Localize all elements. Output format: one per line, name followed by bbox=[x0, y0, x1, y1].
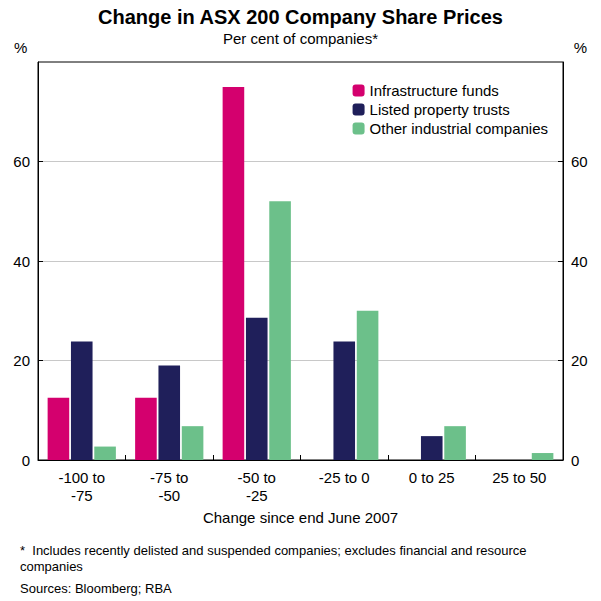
svg-text:-25: -25 bbox=[246, 487, 268, 504]
svg-text:-75: -75 bbox=[71, 487, 93, 504]
svg-text:-50: -50 bbox=[158, 487, 180, 504]
svg-text:0: 0 bbox=[571, 452, 579, 469]
svg-text:Per cent of companies*: Per cent of companies* bbox=[223, 30, 378, 47]
svg-text:25 to 50: 25 to 50 bbox=[492, 469, 546, 486]
svg-text:60: 60 bbox=[571, 153, 588, 170]
svg-text:-50 to: -50 to bbox=[238, 469, 276, 486]
svg-text:20: 20 bbox=[571, 352, 588, 369]
svg-text:40: 40 bbox=[571, 253, 588, 270]
svg-text:60: 60 bbox=[13, 153, 30, 170]
svg-text:%: % bbox=[574, 39, 587, 56]
svg-text:Other industrial companies: Other industrial companies bbox=[370, 120, 548, 137]
svg-text:Listed property trusts: Listed property trusts bbox=[370, 101, 510, 118]
svg-text:20: 20 bbox=[13, 352, 30, 369]
svg-text:* Includes recently delisted: * Includes recently delisted and suspend… bbox=[20, 543, 530, 558]
svg-text:-25 to 0: -25 to 0 bbox=[319, 469, 370, 486]
svg-text:Infrastructure funds: Infrastructure funds bbox=[370, 82, 499, 99]
svg-text:-75 to: -75 to bbox=[150, 469, 188, 486]
svg-text:%: % bbox=[14, 39, 27, 56]
svg-text:0 to 25: 0 to 25 bbox=[409, 469, 455, 486]
svg-text:0: 0 bbox=[22, 452, 30, 469]
svg-text:Sources: Bloomberg; RBA: Sources: Bloomberg; RBA bbox=[20, 581, 172, 596]
svg-text:-100 to: -100 to bbox=[58, 469, 105, 486]
svg-text:companies: companies bbox=[20, 559, 83, 574]
svg-text:40: 40 bbox=[13, 253, 30, 270]
svg-text:Change in ASX 200 Company Shar: Change in ASX 200 Company Share Prices bbox=[98, 6, 503, 28]
svg-text:Change since end June 2007: Change since end June 2007 bbox=[203, 509, 398, 526]
